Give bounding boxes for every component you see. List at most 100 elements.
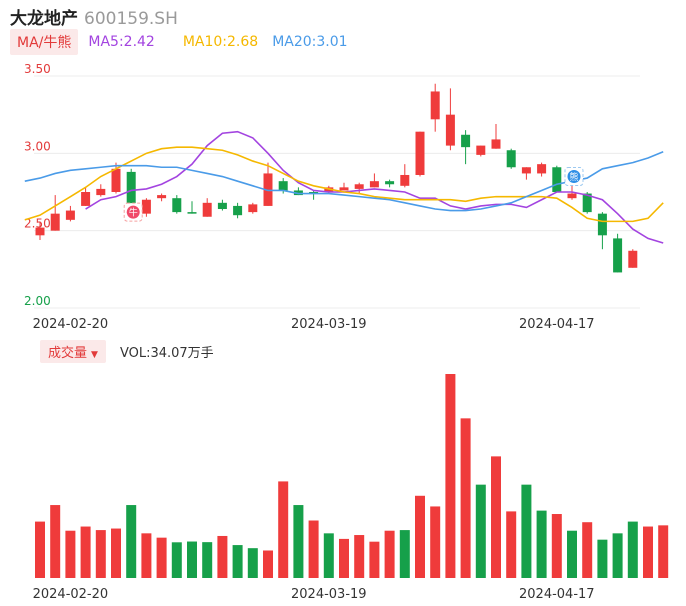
candle-body <box>203 203 212 217</box>
candle-body <box>416 132 425 175</box>
volume-bar <box>461 418 471 578</box>
candle-body <box>400 175 409 186</box>
candle <box>233 203 242 218</box>
candle-body <box>142 200 151 214</box>
volume-bar <box>50 505 60 578</box>
volume-bar <box>263 550 273 578</box>
candle-body <box>628 251 637 268</box>
candle <box>613 234 622 273</box>
volume-bar <box>324 533 334 578</box>
candle-body <box>552 167 561 192</box>
volume-bar <box>354 535 364 578</box>
x-tick-label: 2024-03-19 <box>291 317 367 332</box>
volume-bar <box>521 485 531 578</box>
candle-body <box>81 192 90 206</box>
volume-x-tick-label: 2024-02-20 <box>33 587 109 602</box>
volume-bar <box>582 522 592 578</box>
candle <box>309 190 318 199</box>
badge-label: 牛 <box>129 207 138 219</box>
volume-bar <box>278 481 288 578</box>
y-tick-label: 2.00 <box>24 294 51 308</box>
volume-bar <box>597 540 607 578</box>
candle-body <box>157 195 166 198</box>
candle-body <box>568 194 577 199</box>
volume-bar <box>491 456 501 578</box>
volume-bar <box>65 531 75 578</box>
volume-bar <box>111 529 121 578</box>
candle-body <box>446 115 455 146</box>
volume-bar <box>309 521 319 578</box>
candle-body <box>476 146 485 155</box>
candle <box>370 173 379 187</box>
volume-bar <box>172 542 182 578</box>
y-tick-label: 3.00 <box>24 139 51 153</box>
volume-bar <box>369 542 379 578</box>
volume-bar <box>628 522 638 578</box>
candle-body <box>51 214 60 231</box>
candle <box>461 130 470 164</box>
candle <box>385 180 394 188</box>
candle <box>51 195 60 231</box>
volume-bar <box>96 530 106 578</box>
volume-bar <box>35 522 45 578</box>
candle-body <box>370 181 379 187</box>
candle-body <box>385 181 394 184</box>
volume-bar <box>613 533 623 578</box>
candle <box>172 195 181 214</box>
y-tick-label: 3.50 <box>24 62 51 76</box>
candle <box>507 149 516 169</box>
candle <box>537 163 546 177</box>
candle-body <box>492 139 501 148</box>
volume-bar <box>187 542 197 578</box>
candle <box>400 164 409 187</box>
bull-badge[interactable]: 牛 <box>124 203 142 221</box>
candle <box>628 249 637 268</box>
candle <box>598 212 607 249</box>
candle <box>66 206 75 221</box>
candle-body <box>218 203 227 209</box>
candle-body <box>66 211 75 220</box>
candle <box>355 183 364 194</box>
volume-bar <box>202 542 212 578</box>
volume-bar <box>476 485 486 578</box>
volume-bar <box>567 531 577 578</box>
candle-body <box>279 181 288 190</box>
volume-bar <box>537 511 547 578</box>
candle-body <box>355 184 364 189</box>
bear-badge[interactable]: 熊 <box>565 168 583 186</box>
candle-body <box>96 189 105 195</box>
candle-body <box>248 204 257 212</box>
candle-body <box>112 169 121 192</box>
candle <box>248 203 257 214</box>
candle-body <box>598 214 607 236</box>
volume-bar <box>217 536 227 578</box>
candle-body <box>172 198 181 212</box>
candle-body <box>431 91 440 119</box>
candle <box>552 166 561 192</box>
volume-bar <box>141 533 151 578</box>
candle-body <box>461 135 470 147</box>
x-tick-label: 2024-04-17 <box>519 317 595 332</box>
candle <box>492 124 501 149</box>
candle-body <box>233 206 242 215</box>
volume-bar <box>643 527 653 578</box>
volume-bar <box>445 374 455 578</box>
candle-body <box>522 167 531 173</box>
volume-x-tick-label: 2024-03-19 <box>291 587 367 602</box>
candle <box>157 194 166 202</box>
candle-body <box>613 238 622 272</box>
candle <box>264 163 273 206</box>
candle-body <box>188 212 197 214</box>
volume-bar <box>248 548 258 578</box>
volume-bar <box>126 505 136 578</box>
candle-body <box>340 187 349 190</box>
volume-bar <box>81 527 91 578</box>
volume-bar <box>339 539 349 578</box>
candle <box>142 198 151 217</box>
x-tick-label: 2024-02-20 <box>33 317 109 332</box>
volume-bar <box>400 530 410 578</box>
candle <box>522 167 531 179</box>
candle <box>416 132 425 177</box>
candle <box>431 84 440 132</box>
